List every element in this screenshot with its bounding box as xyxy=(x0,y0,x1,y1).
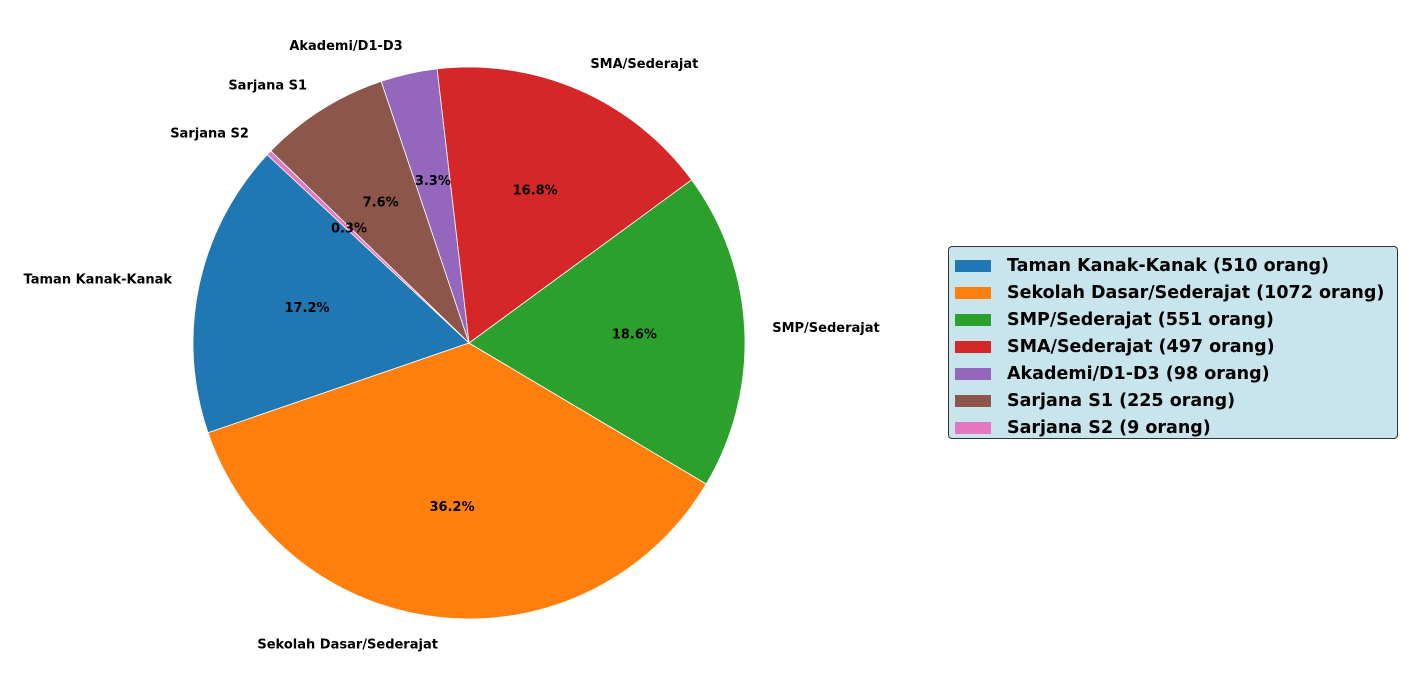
legend-item: Taman Kanak-Kanak (510 orang) xyxy=(955,252,1397,279)
legend: Taman Kanak-Kanak (510 orang) Sekolah Da… xyxy=(948,246,1398,439)
legend-label: Sekolah Dasar/Sederajat (1072 orang) xyxy=(1007,282,1385,303)
slice-label: SMA/Sederajat xyxy=(590,57,698,72)
legend-item: SMA/Sederajat (497 orang) xyxy=(955,333,1397,360)
legend-swatch xyxy=(955,367,991,380)
pie-slice-taman-kanak-kanak xyxy=(192,154,470,434)
pie-slice-sma-sederajat xyxy=(436,66,693,344)
percent-label: 36.2% xyxy=(430,500,475,515)
legend-item: Sarjana S2 (9 orang) xyxy=(955,414,1397,441)
legend-item: Akademi/D1-D3 (98 orang) xyxy=(955,360,1397,387)
legend-label: Sarjana S1 (225 orang) xyxy=(1007,390,1236,411)
pie-slice-sarjana-s2 xyxy=(266,150,470,344)
percent-label: 17.2% xyxy=(284,301,329,316)
legend-swatch xyxy=(955,394,991,407)
legend-swatch xyxy=(955,286,991,299)
legend-swatch xyxy=(955,421,991,434)
slice-label: Taman Kanak-Kanak xyxy=(24,272,173,287)
slice-label: Sekolah Dasar/Sederajat xyxy=(257,638,438,653)
pie-slice-sarjana-s1 xyxy=(270,80,470,344)
legend-label: Akademi/D1-D3 (98 orang) xyxy=(1007,363,1270,384)
legend-item: SMP/Sederajat (551 orang) xyxy=(955,306,1397,333)
legend-item: Sarjana S1 (225 orang) xyxy=(955,387,1397,414)
category-labels: Taman Kanak-Kanak Sekolah Dasar/Sederajat… xyxy=(24,39,880,652)
legend-swatch xyxy=(955,313,991,326)
percent-label: 16.8% xyxy=(513,184,558,199)
percent-label: 0.3% xyxy=(331,221,367,236)
percent-label: 3.3% xyxy=(415,174,451,189)
slice-label: Sarjana S2 xyxy=(170,126,249,141)
legend-label: Taman Kanak-Kanak (510 orang) xyxy=(1007,255,1330,276)
legend-swatch xyxy=(955,259,991,272)
legend-swatch xyxy=(955,340,991,353)
pie-slice-sekolah-dasar-sederajat xyxy=(207,342,707,620)
legend-label: SMA/Sederajat (497 orang) xyxy=(1007,336,1275,357)
legend-item: Sekolah Dasar/Sederajat (1072 orang) xyxy=(955,279,1397,306)
percent-label: 7.6% xyxy=(363,195,399,210)
pie-slices xyxy=(192,66,746,620)
slice-label: SMP/Sederajat xyxy=(772,321,880,336)
legend-label: SMP/Sederajat (551 orang) xyxy=(1007,309,1274,330)
slice-label: Akademi/D1-D3 xyxy=(289,39,402,54)
slice-label: Sarjana S1 xyxy=(228,79,307,94)
pie-slice-smp-sederajat xyxy=(468,179,746,485)
legend-label: Sarjana S2 (9 orang) xyxy=(1007,417,1211,438)
percent-labels: 17.2% 36.2% 18.6% 16.8% 3.3% 7.6% 0.3% xyxy=(284,174,656,515)
percent-label: 18.6% xyxy=(612,328,657,343)
